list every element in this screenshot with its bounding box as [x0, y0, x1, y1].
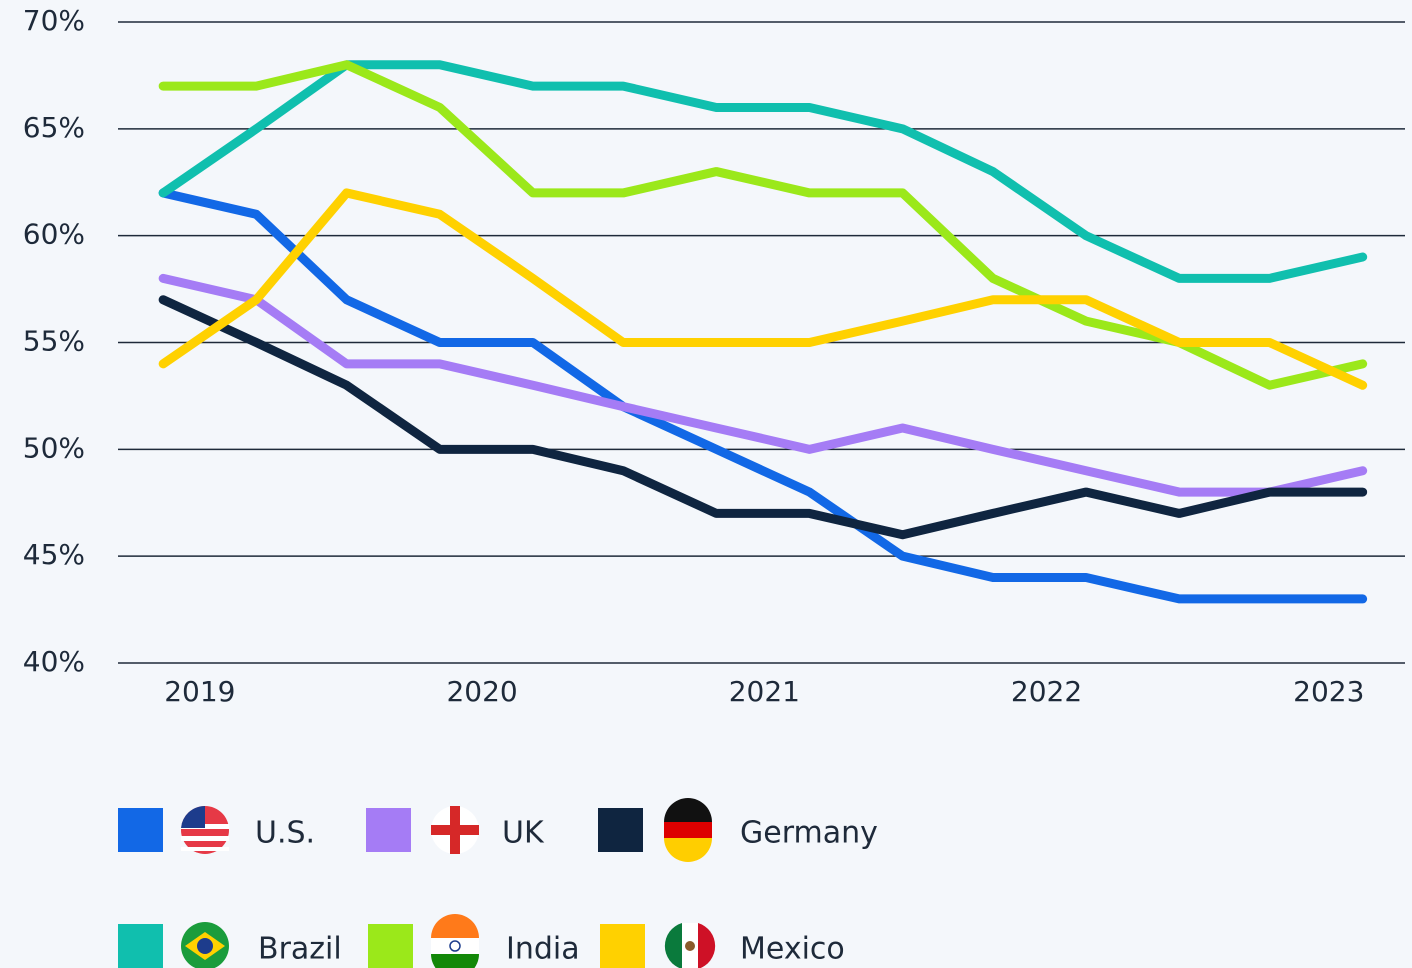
y-tick-label: 60%: [23, 218, 85, 251]
legend-swatch: [368, 924, 413, 968]
lines: [158, 60, 1368, 604]
legend-label: Brazil: [258, 932, 342, 967]
series-line: [158, 188, 1368, 390]
legend-label: UK: [502, 816, 545, 851]
x-tick-label: 2023: [1293, 675, 1364, 708]
legend-swatch: [600, 924, 645, 968]
legend-label: India: [506, 932, 580, 967]
series-line: [158, 60, 1368, 390]
legend: U.S. UK Germany Brazil India Mexico: [118, 808, 878, 968]
x-tick-label: 2022: [1011, 675, 1082, 708]
series-line: [158, 60, 1368, 283]
legend-label: Mexico: [740, 932, 845, 967]
legend-swatch: [598, 808, 643, 852]
y-tick-label: 40%: [23, 645, 85, 678]
x-tick-label: 2019: [164, 675, 235, 708]
y-tick-label: 65%: [23, 111, 85, 144]
y-tick-label: 70%: [23, 4, 85, 37]
series-line: [158, 295, 1368, 540]
flag-mexico: [664, 923, 716, 968]
y-tick-label: 45%: [23, 538, 85, 571]
legend-label: U.S.: [255, 816, 315, 851]
flag-us: [181, 805, 229, 854]
legend-swatch: [118, 924, 163, 968]
y-tick-label: 55%: [23, 325, 85, 358]
x-tick-label: 2021: [729, 675, 800, 708]
series-line: [158, 273, 1368, 497]
legend-swatch: [118, 808, 163, 852]
flag-india: [431, 914, 479, 968]
y-tick-label: 50%: [23, 431, 85, 464]
legend-swatch: [366, 808, 411, 852]
series-line: [158, 188, 1368, 604]
flag-brazil: [181, 922, 229, 968]
legend-label: Germany: [740, 816, 878, 851]
flag-germany: [664, 798, 712, 862]
flag-uk: [431, 806, 479, 854]
x-tick-label: 2020: [446, 675, 517, 708]
